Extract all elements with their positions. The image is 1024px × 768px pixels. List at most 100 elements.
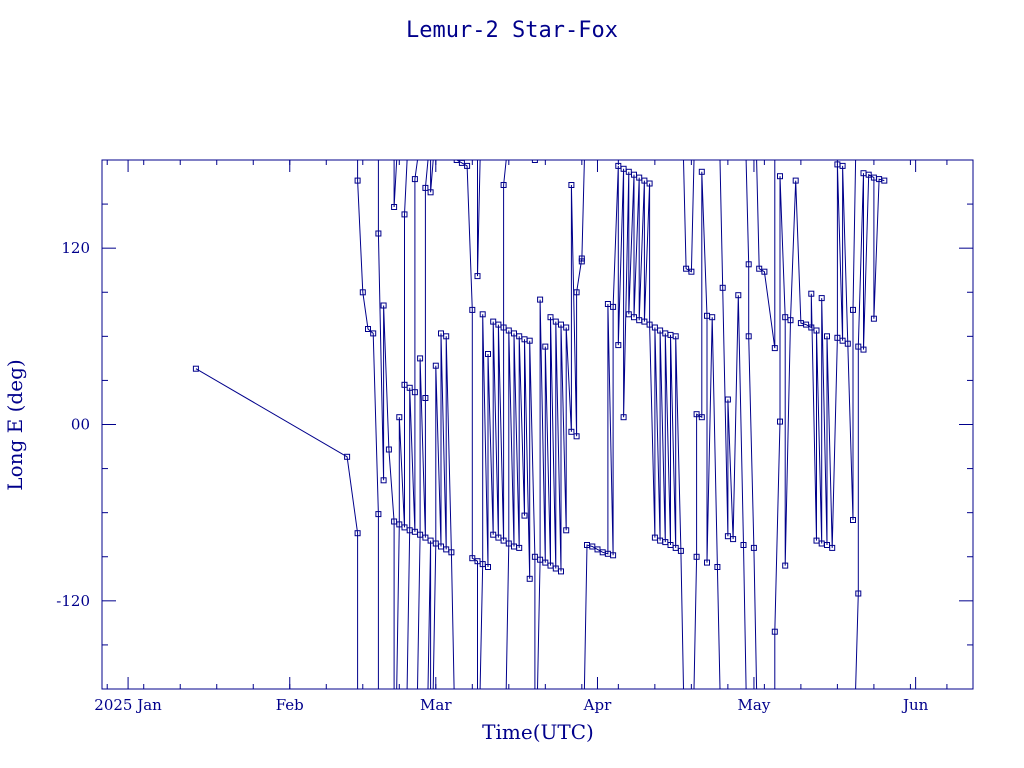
data-point <box>469 306 476 313</box>
data-point <box>354 530 361 537</box>
data-point <box>646 180 653 187</box>
data-point <box>547 314 554 321</box>
data-point <box>568 182 575 188</box>
data-point <box>677 547 684 554</box>
data-point <box>417 355 424 362</box>
data-point <box>573 433 580 440</box>
plot-frame <box>101 159 974 690</box>
y-tick-label: 00 <box>71 416 90 434</box>
data-point <box>730 536 737 543</box>
data-point <box>516 544 523 551</box>
data-point <box>672 333 679 340</box>
data-point <box>824 333 830 340</box>
data-point <box>526 575 533 582</box>
data-point <box>745 261 752 268</box>
data-point <box>745 333 752 340</box>
data-point <box>777 418 783 425</box>
data-point <box>844 340 851 347</box>
data-point <box>855 590 862 597</box>
data-point <box>531 160 538 163</box>
data-point <box>432 362 439 369</box>
data-point <box>881 177 888 184</box>
x-tick-label: Apr <box>583 696 612 714</box>
data-point <box>375 230 382 237</box>
data-point <box>610 552 617 559</box>
data-point <box>714 564 721 570</box>
x-tick-label: Feb <box>276 696 304 714</box>
data-point <box>385 446 392 453</box>
data-point <box>542 343 549 350</box>
y-axis-label: Long E (deg) <box>3 359 27 490</box>
data-point <box>568 428 575 435</box>
data-point <box>344 453 351 460</box>
data-point <box>818 295 825 302</box>
data-point <box>740 542 747 548</box>
data-point <box>396 414 403 421</box>
data-point <box>500 182 507 188</box>
data-point <box>620 414 627 421</box>
data-point <box>526 337 533 344</box>
data-point <box>422 184 429 191</box>
x-axis-label: Time(UTC) <box>482 720 594 744</box>
data-point <box>443 333 450 340</box>
x-tick-label: Jun <box>901 696 929 714</box>
data-point <box>860 346 867 353</box>
data-point <box>485 351 491 357</box>
x-tick-label: Mar <box>420 696 452 714</box>
data-point <box>521 512 528 519</box>
data-point <box>777 173 783 180</box>
data-point <box>380 477 387 484</box>
data-point <box>813 327 820 334</box>
data-point <box>709 314 716 321</box>
data-point <box>782 562 789 569</box>
data-point <box>719 284 726 291</box>
data-point <box>610 303 617 310</box>
chart-title: Lemur-2 Star-Fox <box>406 18 618 43</box>
data-point <box>359 289 366 296</box>
data-point <box>485 564 491 570</box>
data-point <box>375 511 382 518</box>
data-point <box>839 162 846 169</box>
data-point <box>870 315 877 322</box>
data-point <box>829 544 836 551</box>
data-point <box>615 342 622 349</box>
data-point <box>787 317 794 324</box>
data-point <box>479 311 486 318</box>
data-point <box>735 292 742 299</box>
data-point <box>411 176 418 183</box>
data-point <box>192 365 199 372</box>
data-point <box>427 189 434 196</box>
data-point <box>391 204 398 210</box>
data-point <box>573 289 580 296</box>
data-point <box>808 290 815 297</box>
data-point <box>850 306 856 313</box>
data-point <box>563 324 570 331</box>
data-point <box>453 160 460 163</box>
data-point <box>422 395 429 401</box>
data-point <box>792 177 799 184</box>
data-point <box>693 553 700 560</box>
data-point <box>724 396 731 403</box>
data-point <box>771 345 778 352</box>
data-point <box>474 273 481 280</box>
axis-ticks <box>102 160 973 689</box>
data-point <box>698 168 705 175</box>
data-point <box>688 268 695 275</box>
data-point <box>448 549 455 556</box>
data-point <box>771 628 778 635</box>
data-point <box>704 559 710 566</box>
data-point <box>750 544 757 551</box>
y-tick-label: -120 <box>56 592 90 610</box>
data-point <box>411 389 418 396</box>
data-point <box>578 258 585 265</box>
x-tick-label: 2025 Jan <box>94 696 162 714</box>
data-point <box>761 268 768 275</box>
data-point <box>365 326 371 332</box>
data-point <box>558 568 564 575</box>
data-point <box>380 302 387 309</box>
data-point <box>354 177 361 184</box>
data-point <box>850 517 856 523</box>
tick-labels: 2025 Jan Feb Mar Apr May Jun 120 00 -120 <box>56 239 928 714</box>
data-point <box>370 330 377 337</box>
